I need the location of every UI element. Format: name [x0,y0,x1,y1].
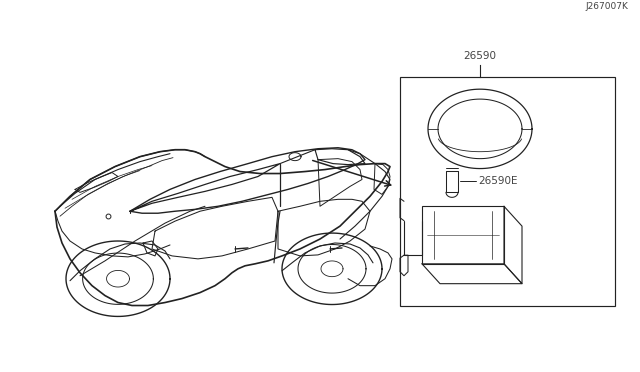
Text: 26590E: 26590E [478,176,518,186]
Bar [446,170,458,192]
Bar [422,206,504,264]
Text: J267007K: J267007K [585,2,628,11]
Bar [400,77,615,305]
Text: 26590: 26590 [463,51,497,61]
